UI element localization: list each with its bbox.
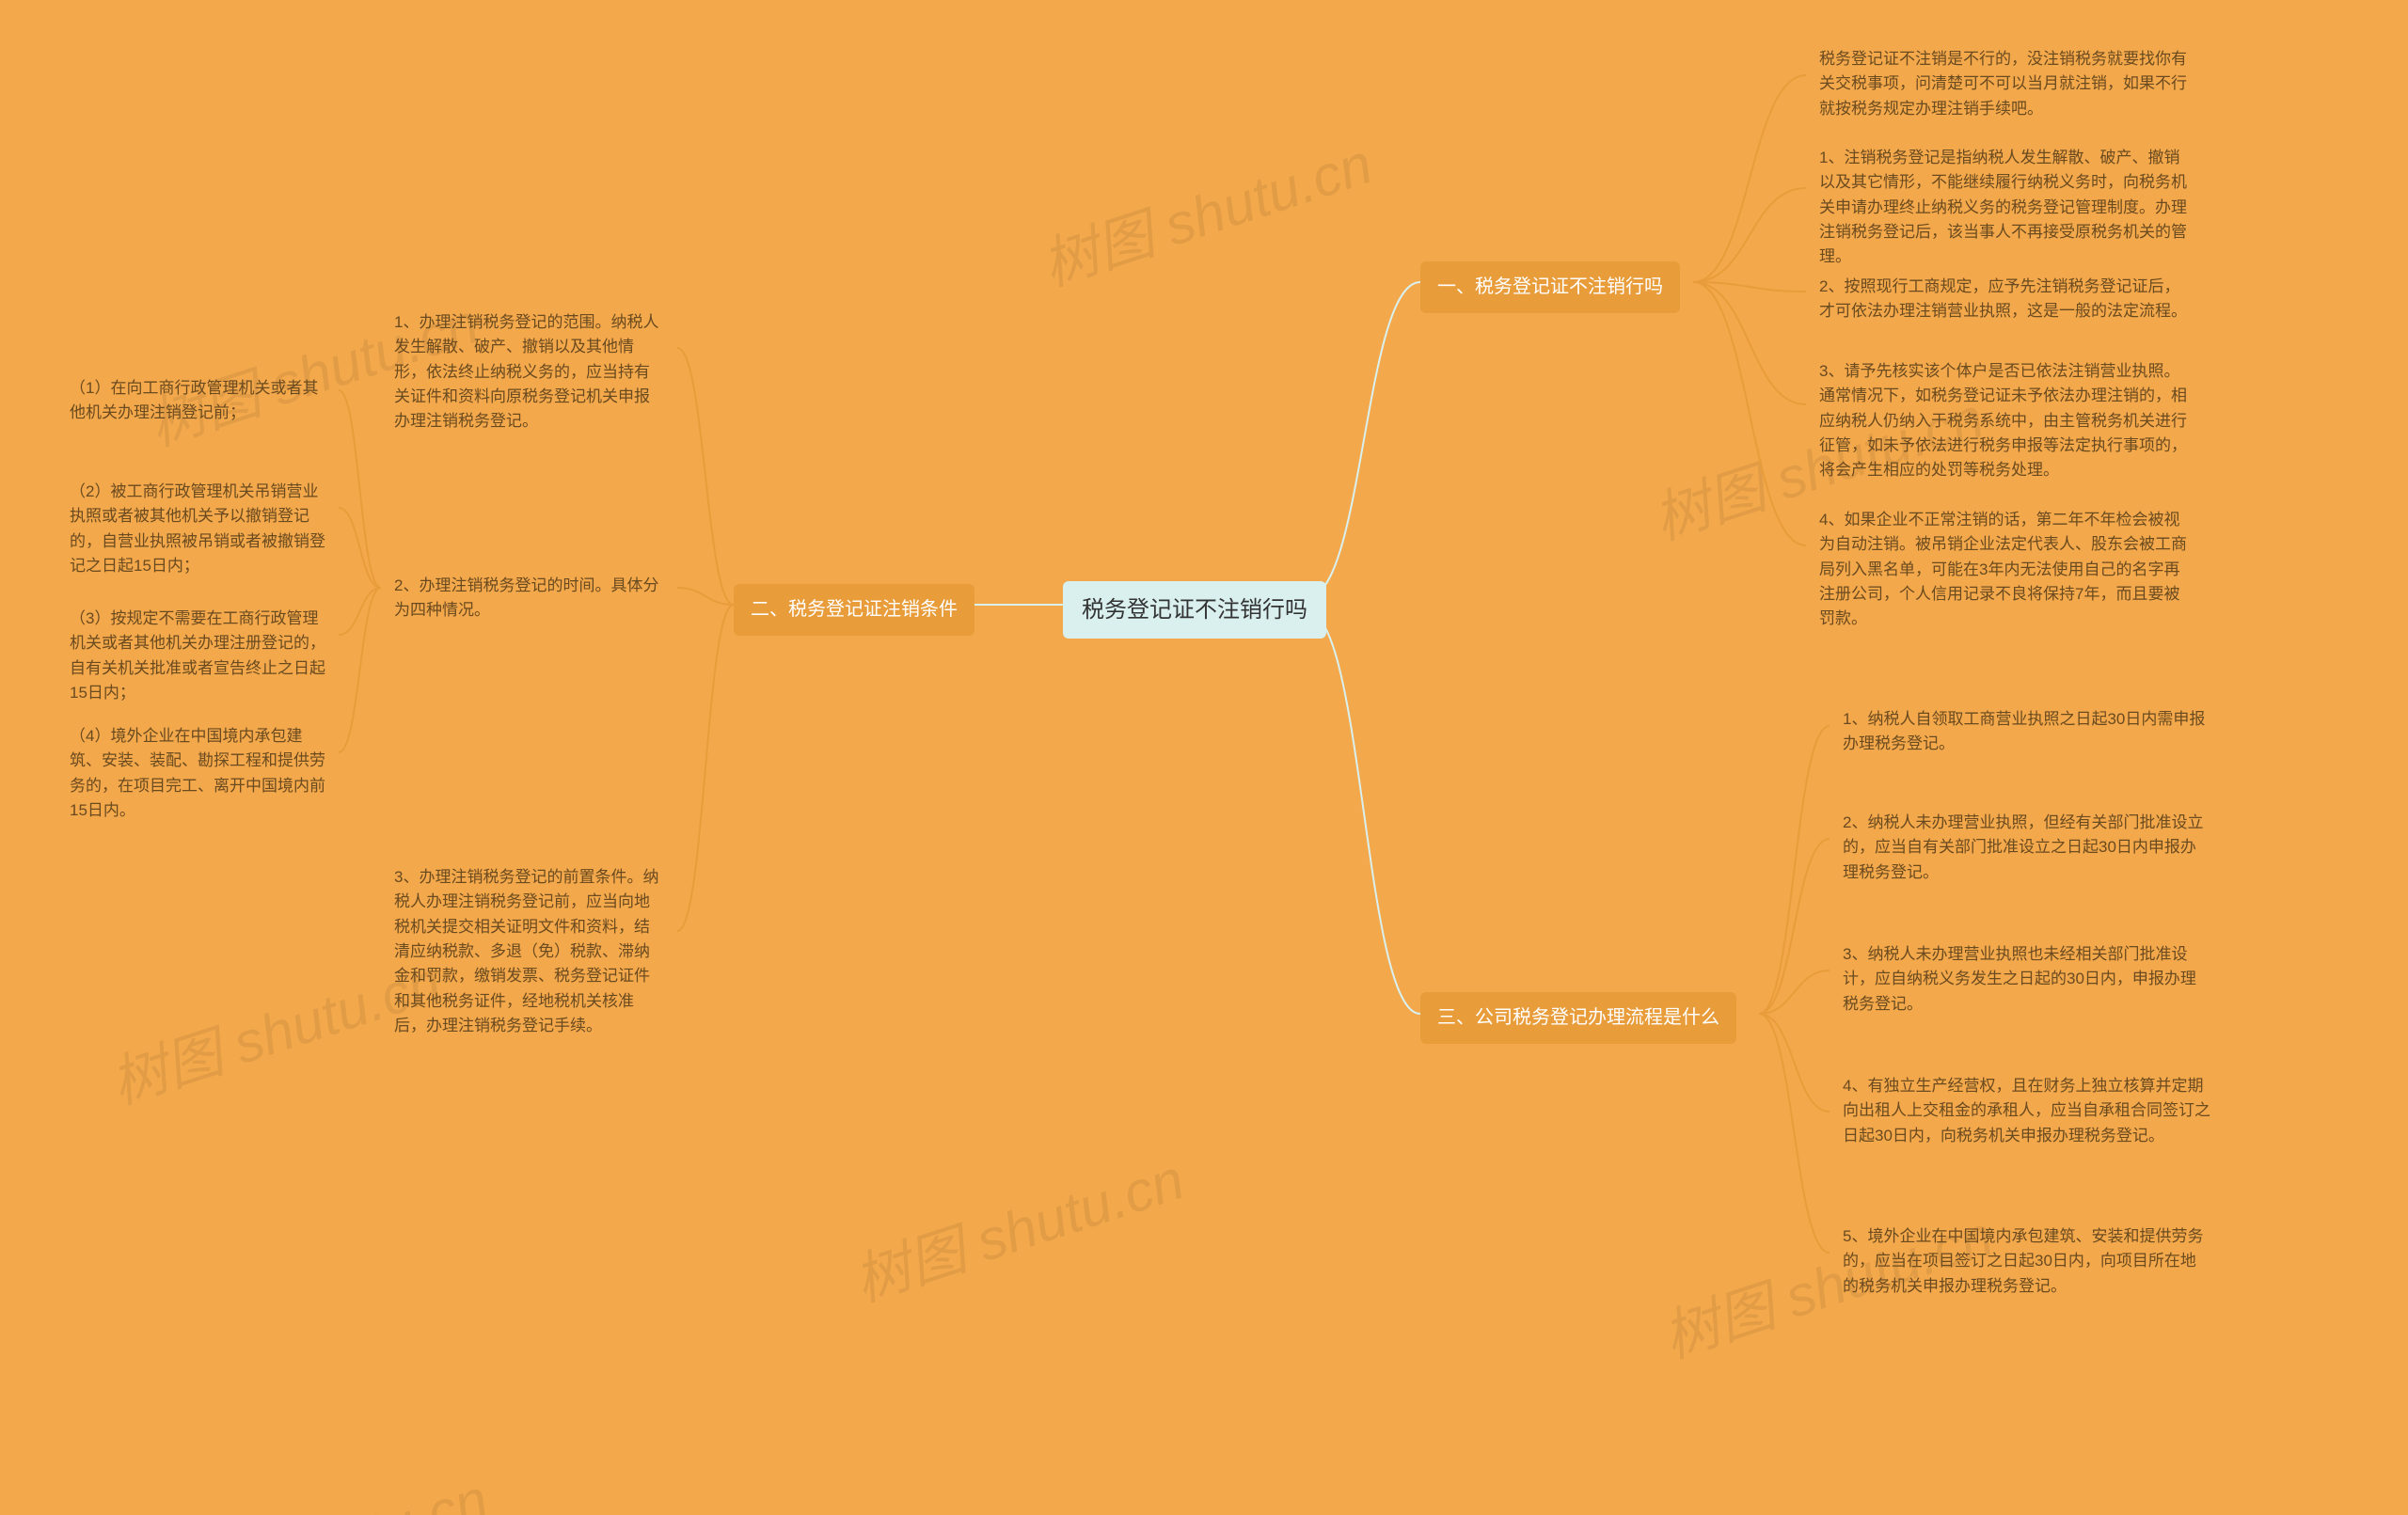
branch-2-subleaf: （3）按规定不需要在工商行政管理机关或者其他机关办理注册登记的，自有关机关批准或… bbox=[56, 597, 339, 715]
mindmap-canvas: 树图 shutu.cn 树图 shutu.cn 树图 shutu.cn 树图 s… bbox=[0, 0, 2408, 1515]
branch-1-leaf: 税务登记证不注销是不行的，没注销税务就要找你有关交税事项，问清楚可不可以当月就注… bbox=[1806, 38, 2201, 131]
watermark: 树图 shutu.cn bbox=[146, 1454, 497, 1515]
branch-2-sublabel: 2、办理注销税务登记的时间。具体分为四种情况。 bbox=[381, 564, 677, 633]
branch-3-leaf: 4、有独立生产经营权，且在财务上独立核算并定期向出租人上交租金的承租人，应当自承… bbox=[1830, 1065, 2225, 1158]
branch-3-leaf: 3、纳税人未办理营业执照也未经相关部门批准设计，应自纳税义务发生之日起的30日内… bbox=[1830, 933, 2225, 1026]
branch-2-subleaf: （2）被工商行政管理机关吊销营业执照或者被其他机关予以撤销登记的，自营业执照被吊… bbox=[56, 470, 339, 588]
branch-2-subleaf: （4）境外企业在中国境内承包建筑、安装、装配、勘探工程和提供劳务的，在项目完工、… bbox=[56, 715, 339, 832]
branch-2-sublabel: 1、办理注销税务登记的范围。纳税人发生解散、破产、撤销以及其他情形，依法终止纳税… bbox=[381, 301, 677, 444]
branch-3-heading: 三、公司税务登记办理流程是什么 bbox=[1420, 992, 1736, 1044]
branch-1-leaf: 1、注销税务登记是指纳税人发生解散、破产、撤销以及其它情形，不能继续履行纳税义务… bbox=[1806, 136, 2201, 279]
branch-1-leaf: 3、请予先核实该个体户是否已依法注销营业执照。通常情况下，如税务登记证未予依法办… bbox=[1806, 350, 2201, 493]
branch-2-sublabel: 3、办理注销税务登记的前置条件。纳税人办理注销税务登记前，应当向地税机关提交相关… bbox=[381, 856, 677, 1048]
branch-3-leaf: 5、境外企业在中国境内承包建筑、安装和提供劳务的，应当在项目签订之日起30日内，… bbox=[1830, 1215, 2225, 1308]
watermark: 树图 shutu.cn bbox=[1030, 118, 1381, 302]
branch-1-leaf: 2、按照现行工商规定，应予先注销税务登记证后，才可依法办理注销营业执照，这是一般… bbox=[1806, 265, 2201, 334]
branch-1-leaf: 4、如果企业不正常注销的话，第二年不年检会被视为自动注销。被吊销企业法定代表人、… bbox=[1806, 498, 2201, 641]
watermark: 树图 shutu.cn bbox=[842, 1134, 1193, 1318]
branch-3-leaf: 1、纳税人自领取工商营业执照之日起30日内需申报办理税务登记。 bbox=[1830, 698, 2225, 766]
branch-1-heading: 一、税务登记证不注销行吗 bbox=[1420, 261, 1680, 313]
branch-3-leaf: 2、纳税人未办理营业执照，但经有关部门批准设立的，应当自有关部门批准设立之日起3… bbox=[1830, 801, 2225, 894]
branch-2-subleaf: （1）在向工商行政管理机关或者其他机关办理注销登记前； bbox=[56, 367, 339, 435]
center-node: 税务登记证不注销行吗 bbox=[1063, 581, 1326, 639]
branch-2-heading: 二、税务登记证注销条件 bbox=[734, 584, 974, 636]
